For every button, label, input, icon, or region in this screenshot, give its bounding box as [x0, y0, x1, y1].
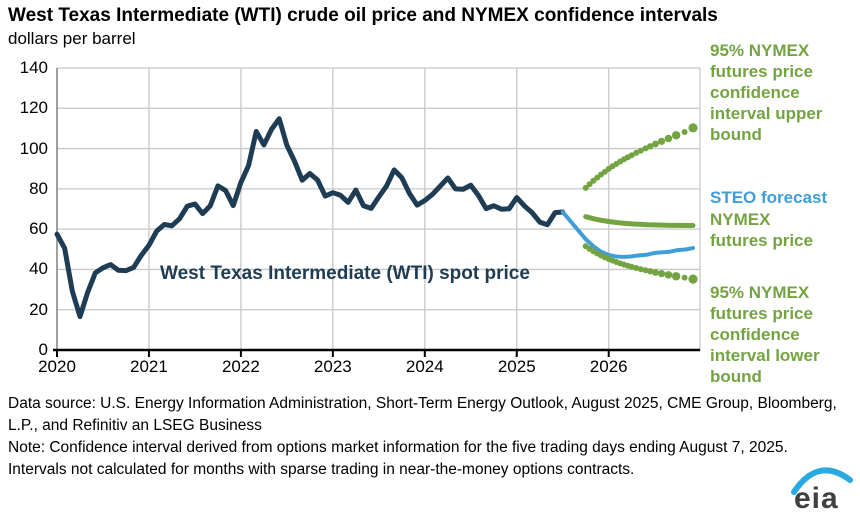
spot-price-series-label-line2: Intermediate (WTI) spot price [268, 263, 530, 284]
eia-logo: eia [790, 460, 854, 522]
y-tick-label: 20 [29, 299, 48, 319]
data-source-text: Data source: U.S. Energy Information Adm… [8, 395, 837, 434]
x-tick-label: 2025 [497, 357, 536, 376]
x-tick-label: 2023 [313, 357, 352, 376]
x-tick-label: 2020 [38, 357, 76, 376]
nymex-futures-series-label: NYMEX futures price [710, 209, 860, 251]
chart-subtitle: dollars per barrel [8, 29, 136, 48]
nymex-futures-series-label-line2: futures price [710, 231, 813, 250]
nymex-futures-series-label-line1: NYMEX [710, 210, 771, 229]
eia-logo-text: eia [794, 482, 839, 515]
lower-bound-series-label: 95% NYMEX futures price confidence inter… [710, 283, 820, 386]
y-tick-label: 60 [29, 219, 48, 239]
note-text: Note: Confidence interval derived from o… [8, 439, 788, 478]
x-tick-label: 2024 [405, 357, 444, 376]
y-tick-label: 100 [19, 138, 48, 158]
y-tick-label: 140 [19, 58, 48, 77]
chart-title: West Texas Intermediate (WTI) crude oil … [8, 5, 718, 26]
y-tick-label: 80 [29, 178, 48, 198]
y-tick-label: 0 [38, 340, 48, 359]
eia-logo-swoosh-icon [791, 467, 853, 495]
y-tick-label: 120 [19, 98, 48, 118]
x-tick-label: 2022 [221, 357, 260, 376]
spot-price-series-label: West Texas Intermediate (WTI) spot price [160, 262, 530, 286]
y-tick-label: 40 [29, 259, 48, 279]
x-axis-tick-labels: 2020 2021 2022 2023 2024 2025 2026 [0, 357, 760, 383]
x-tick-label: 2021 [130, 357, 168, 376]
steo-forecast-series-label: STEO forecast [710, 188, 828, 207]
spot-price-series-label-line1: West Texas [160, 263, 263, 284]
upper-bound-series-label: 95% NYMEX futures price confidence inter… [710, 41, 823, 144]
x-tick-label: 2026 [589, 357, 628, 376]
y-axis-tick-labels: 0 20 40 60 80 100 120 140 [0, 0, 48, 400]
